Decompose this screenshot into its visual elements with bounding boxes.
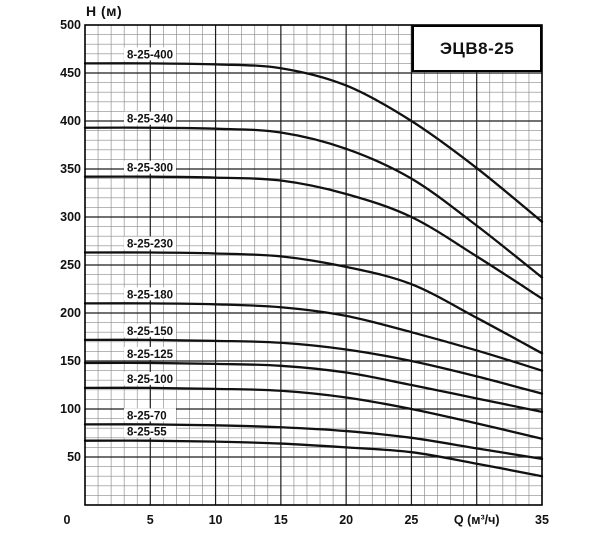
y-axis-title: Н (м) [86,3,123,19]
y-tick-label: 350 [60,162,81,176]
curve-label-8-25-400: 8-25-400 [127,49,173,61]
y-tick-label: 250 [60,258,81,272]
y-tick-label: 150 [60,354,81,368]
y-tick-label: 400 [60,114,81,128]
curve-label-bg [124,371,176,385]
x-tick-label: 20 [339,513,353,527]
pump-curve-8-25-230 [83,251,544,355]
y-tick-label: 50 [67,450,81,464]
curve-label-8-25-300: 8-25-300 [127,163,173,175]
curve-label-8-25-100: 8-25-100 [127,374,173,386]
pump-curve-8-25-70 [83,423,544,461]
curve-label-bg [124,236,176,250]
curve-label-bg [124,160,176,174]
pump-curve-8-25-340 [83,126,544,279]
curve-label-bg [124,111,176,125]
chart-title: ЭЦВ8-25 [439,38,515,58]
curve-label-bg [124,346,176,360]
x-tick-label: 0 [64,513,71,527]
x-tick-label: 25 [404,513,418,527]
curve-label-8-25-70: 8-25-70 [127,410,167,422]
pump-curve-8-25-125 [83,361,544,414]
curve-label-8-25-125: 8-25-125 [127,349,174,361]
y-tick-label: 200 [60,306,81,320]
curve-label-8-25-180: 8-25-180 [127,289,173,301]
pump-curve-8-25-180 [83,302,544,372]
pump-curve-8-25-150 [83,338,544,395]
pump-curve-8-25-100 [83,386,544,440]
x-tick-label: Q (м³/ч) [454,513,500,527]
x-tick-label: 15 [274,513,288,527]
curve-label-8-25-150: 8-25-150 [127,326,173,338]
y-tick-label: 450 [60,66,81,80]
curve-label-8-25-340: 8-25-340 [127,114,173,126]
x-tick-label: 35 [535,513,549,527]
curve-label-bg [124,424,176,438]
x-tick-label: 5 [147,513,154,527]
curve-label-bg [124,408,176,422]
chart-title-box: ЭЦВ8-25 [412,25,542,72]
curve-label-8-25-230: 8-25-230 [127,239,173,251]
curve-label-bg [124,47,176,61]
pump-curve-8-25-300 [83,175,544,300]
y-tick-label: 500 [60,18,81,32]
curve-label-bg [124,323,176,337]
plot-frame [84,24,543,506]
pump-curve-8-25-400 [83,62,544,223]
pump-curve-8-25-55 [83,439,544,478]
y-tick-label: 300 [60,210,81,224]
y-tick-label: 100 [60,402,81,416]
curve-label-bg [124,287,176,301]
curve-label-8-25-55: 8-25-55 [127,427,167,439]
x-tick-label: 10 [209,513,223,527]
